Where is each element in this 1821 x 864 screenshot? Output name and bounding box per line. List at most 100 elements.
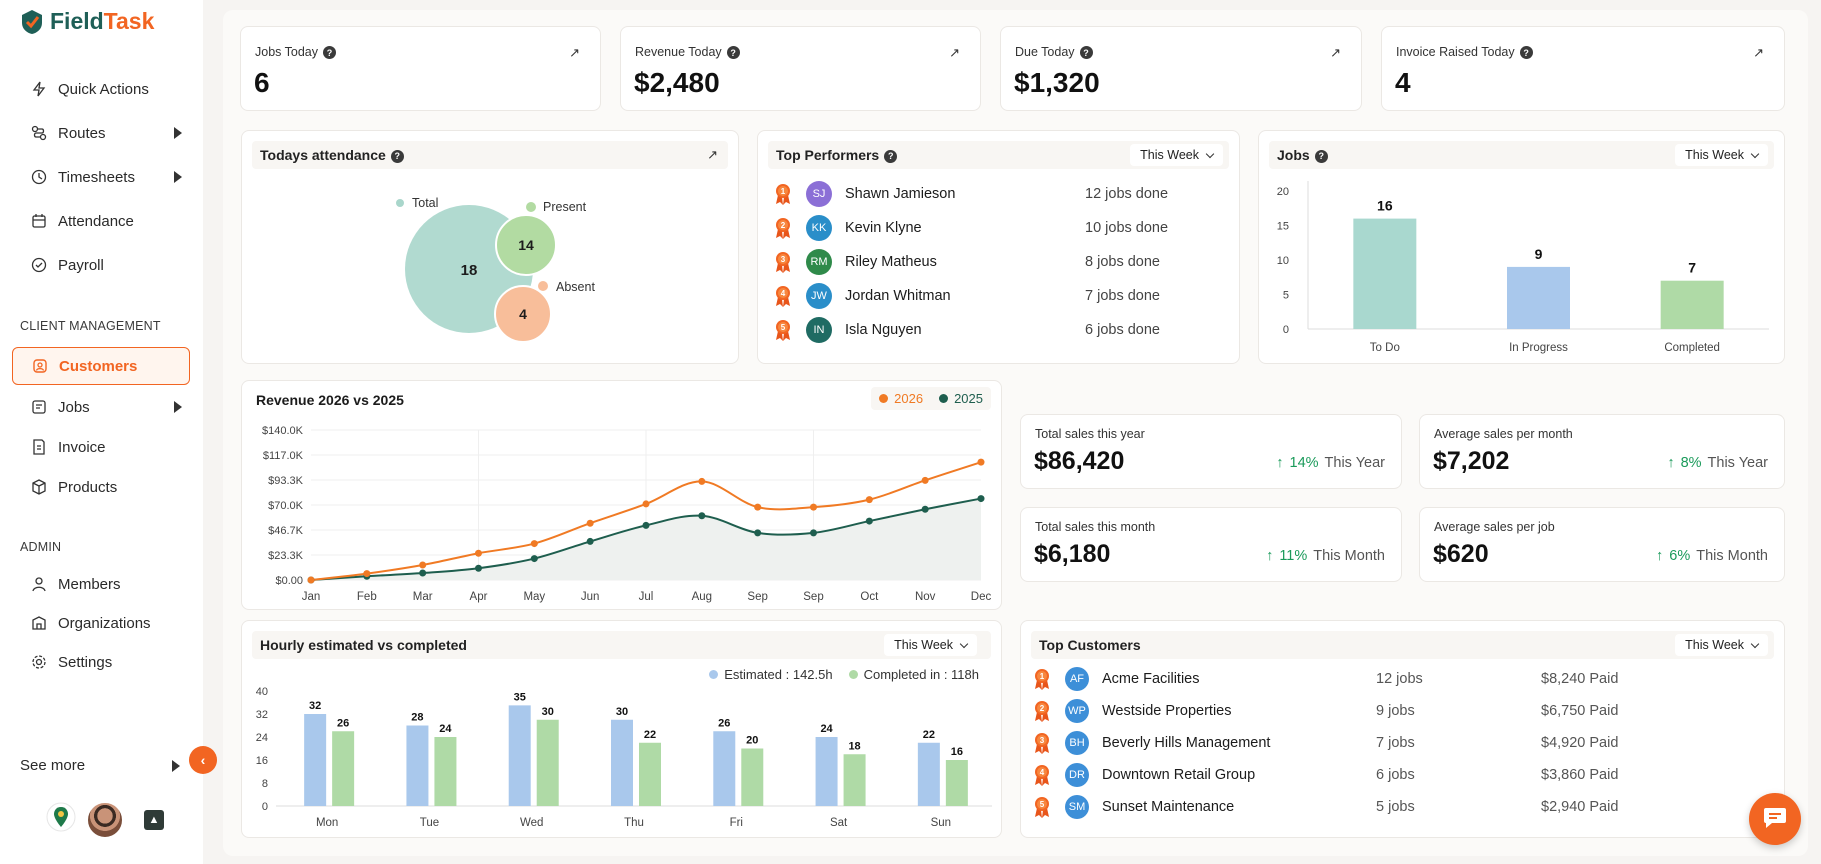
x-tick-label: Sep [803, 591, 823, 603]
bar-completed[interactable] [843, 754, 866, 806]
data-point-2026[interactable] [363, 570, 371, 578]
data-point-2025[interactable] [810, 529, 817, 537]
bar-estimated[interactable] [713, 731, 736, 806]
data-point-2025[interactable] [921, 505, 929, 513]
kpi-jobs-today[interactable]: Jobs Today? ↗ 6 [240, 26, 601, 111]
bar-completed[interactable] [536, 719, 559, 806]
sidebar-item-quick-actions[interactable]: Quick Actions [12, 70, 190, 108]
sidebar-item-settings[interactable]: Settings [12, 643, 190, 681]
table-row[interactable]: 2 WP Westside Properties 9 jobs $6,750 Paid [1033, 699, 1763, 723]
data-point-2025[interactable] [977, 495, 985, 503]
stat-period: This Month [1313, 548, 1385, 564]
sidebar-item-members[interactable]: Members [12, 565, 190, 603]
data-point-2026[interactable] [586, 519, 594, 527]
sidebar-item-organizations[interactable]: Organizations [12, 604, 190, 642]
help-icon[interactable]: ? [390, 149, 404, 163]
sidebar-item-attendance[interactable]: Attendance [12, 202, 190, 240]
data-point-2025[interactable] [530, 555, 538, 563]
data-point-2026[interactable] [921, 476, 929, 484]
sidebar-item-customers[interactable]: Customers [12, 347, 190, 385]
data-point-2026[interactable] [642, 500, 650, 508]
expand-icon[interactable]: ▲ [144, 810, 164, 830]
legend-2026[interactable]: 2026 [879, 391, 923, 406]
list-item[interactable]: 4 JW Jordan Whitman 7 jobs done [774, 283, 1174, 309]
data-point-2025[interactable] [698, 512, 706, 520]
legend-2025[interactable]: 2025 [939, 391, 983, 406]
bar-completed[interactable] [741, 748, 764, 807]
list-item[interactable]: 3 RM Riley Matheus 8 jobs done [774, 249, 1174, 275]
period-dropdown[interactable]: This Week [884, 634, 977, 656]
help-icon[interactable]: ? [1314, 149, 1328, 163]
data-point-2026[interactable] [419, 561, 427, 569]
table-row[interactable]: 4 DR Downtown Retail Group 6 jobs $3,860 Pai… [1033, 763, 1763, 787]
legend-completed[interactable]: Completed in : 118h [848, 667, 979, 682]
bar-estimated[interactable] [917, 742, 940, 806]
data-point-2026[interactable] [307, 576, 315, 584]
data-point-2026[interactable] [865, 496, 873, 504]
data-point-2025[interactable] [419, 569, 427, 577]
kpi-invoice-raised[interactable]: Invoice Raised Today? ↗ 4 [1381, 26, 1785, 111]
bar[interactable] [1660, 280, 1724, 329]
collapse-sidebar-button[interactable]: ‹ [189, 746, 217, 774]
external-link-icon[interactable]: ↗ [707, 147, 718, 162]
sidebar-item-invoice[interactable]: Invoice [12, 428, 190, 466]
present-value: 14 [518, 237, 534, 253]
sidebar-item-payroll[interactable]: Payroll [12, 246, 190, 284]
sidebar-item-jobs[interactable]: Jobs [12, 388, 190, 426]
table-row[interactable]: 1 AF Acme Facilities 12 jobs $8,240 Paid [1033, 667, 1763, 691]
data-point-2025[interactable] [475, 564, 482, 572]
user-profile[interactable]: ▲ [44, 801, 164, 839]
data-point-2026[interactable] [530, 540, 538, 548]
data-point-2026[interactable] [698, 477, 706, 485]
bar-completed[interactable] [434, 737, 457, 806]
brand-logo[interactable]: FieldTask [20, 8, 154, 35]
external-link-icon[interactable]: ↗ [1753, 45, 1764, 60]
bar-completed[interactable] [945, 760, 968, 806]
sidebar-item-products[interactable]: Products [12, 468, 190, 506]
area-2025 [311, 498, 981, 580]
period-dropdown[interactable]: This Week [1675, 634, 1768, 656]
external-link-icon[interactable]: ↗ [1330, 45, 1341, 60]
external-link-icon[interactable]: ↗ [569, 45, 580, 60]
table-row[interactable]: 5 SM Sunset Maintenance 5 jobs $2,940 Paid [1033, 795, 1763, 819]
bar[interactable] [1353, 218, 1417, 329]
sidebar-item-timesheets[interactable]: Timesheets [12, 158, 190, 196]
help-icon[interactable]: ? [1079, 46, 1093, 60]
help-icon[interactable]: ? [726, 46, 740, 60]
list-item[interactable]: 1 SJ Shawn Jamieson 12 jobs done [774, 181, 1174, 207]
bar-estimated[interactable] [611, 719, 633, 806]
help-icon[interactable]: ? [1519, 46, 1533, 60]
bar-completed[interactable] [639, 742, 661, 806]
chevron-right-icon[interactable] [172, 760, 180, 772]
see-more-link[interactable]: See more [20, 757, 86, 774]
data-point-2025[interactable] [865, 517, 873, 525]
data-point-2026[interactable] [977, 458, 985, 466]
bar[interactable] [1507, 266, 1570, 329]
table-row[interactable]: 3 BH Beverly Hills Management 7 jobs $4,920 … [1033, 731, 1763, 755]
data-point-2025[interactable] [642, 521, 650, 529]
sidebar-item-routes[interactable]: Routes [12, 114, 190, 152]
avatar[interactable] [86, 801, 124, 839]
data-point-2026[interactable] [475, 549, 482, 557]
performer-name: Isla Nguyen [845, 322, 922, 338]
help-icon[interactable]: ? [323, 46, 337, 60]
data-point-2025[interactable] [586, 537, 594, 545]
data-point-2025[interactable] [754, 529, 762, 537]
help-icon[interactable]: ? [884, 149, 898, 163]
kpi-revenue-today[interactable]: Revenue Today? ↗ $2,480 [620, 26, 981, 111]
list-item[interactable]: 2 KK Kevin Klyne 10 jobs done [774, 215, 1174, 241]
external-link-icon[interactable]: ↗ [949, 45, 960, 60]
chat-button[interactable] [1749, 793, 1801, 845]
legend-estimated[interactable]: Estimated : 142.5h [709, 667, 833, 682]
bar-completed[interactable] [332, 731, 355, 806]
data-point-2026[interactable] [810, 503, 817, 511]
bar-estimated[interactable] [815, 737, 838, 806]
bar-estimated[interactable] [304, 714, 327, 806]
kpi-due-today[interactable]: Due Today? ↗ $1,320 [1000, 26, 1362, 111]
list-item[interactable]: 5 IN Isla Nguyen 6 jobs done [774, 317, 1174, 343]
bar-estimated[interactable] [508, 705, 531, 806]
period-dropdown[interactable]: This Week [1130, 144, 1223, 166]
bar-estimated[interactable] [406, 725, 429, 807]
period-dropdown[interactable]: This Week [1675, 144, 1768, 166]
data-point-2026[interactable] [754, 503, 762, 511]
